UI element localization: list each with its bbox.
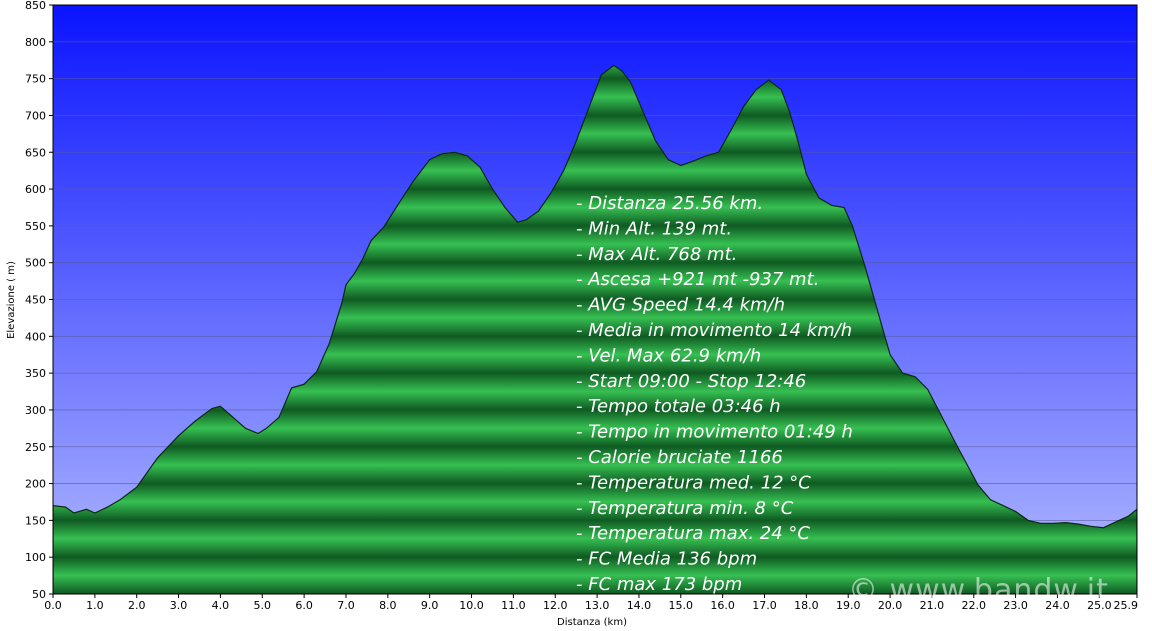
x-tick-label: 22.0 xyxy=(962,599,987,612)
stat-line: - Media in movimento 14 km/h xyxy=(576,320,852,341)
x-tick-label: 17.0 xyxy=(752,599,777,612)
stat-line: - Distanza 25.56 km. xyxy=(576,193,763,214)
stat-line: - Start 09:00 - Stop 12:46 xyxy=(576,371,806,392)
y-tick-label: 50 xyxy=(32,588,46,601)
x-tick-label: 15.0 xyxy=(669,599,694,612)
x-tick-label: 14.0 xyxy=(627,599,652,612)
x-tick-label: 3.0 xyxy=(170,599,188,612)
x-tick-label: 5.0 xyxy=(254,599,272,612)
y-axis-ticks: 850 800 750 700 650 600 550 500 450 400 350 300 250 2… xyxy=(25,0,53,601)
x-tick-label: 20.0 xyxy=(878,599,903,612)
x-tick-label: 8.0 xyxy=(379,599,397,612)
y-tick-label: 150 xyxy=(25,514,46,527)
stat-line: - Calorie bruciate 1166 xyxy=(576,447,783,468)
x-tick-label: 24.0 xyxy=(1045,599,1070,612)
x-tick-label: 11.0 xyxy=(501,599,526,612)
y-tick-label: 200 xyxy=(25,478,46,491)
y-axis-title: Elevazione ( m) xyxy=(6,261,17,339)
x-axis-ticks: 0.0 1.0 2.0 3.0 4.0 5.0 6.0 7.0 8.0 9.0 10.0 11.0 12… xyxy=(44,594,1138,612)
y-tick-label: 850 xyxy=(25,0,46,12)
y-tick-label: 600 xyxy=(25,183,46,196)
stat-line: - Temperatura max. 24 °C xyxy=(576,523,810,544)
stat-line: - AVG Speed 14.4 km/h xyxy=(576,295,785,316)
y-tick-label: 400 xyxy=(25,330,46,343)
y-tick-label: 100 xyxy=(25,551,46,564)
stat-line: - Temperatura med. 12 °C xyxy=(576,472,811,493)
x-tick-label: 21.0 xyxy=(920,599,945,612)
stat-line: - Tempo totale 03:46 h xyxy=(576,396,781,417)
x-tick-label: 9.0 xyxy=(421,599,439,612)
x-tick-label: 16.0 xyxy=(710,599,735,612)
x-tick-label: 7.0 xyxy=(337,599,355,612)
elevation-area xyxy=(53,64,1137,594)
x-tick-label: 10.0 xyxy=(459,599,484,612)
y-tick-label: 700 xyxy=(25,109,46,122)
x-tick-label: 13.0 xyxy=(585,599,610,612)
stat-line: - Max Alt. 768 mt. xyxy=(576,244,737,265)
stat-line: - Min Alt. 139 mt. xyxy=(576,218,732,239)
y-tick-label: 550 xyxy=(25,220,46,233)
x-axis-title: Distanza (km) xyxy=(557,617,627,628)
stats-panel: - Distanza 25.56 km. - Min Alt. 139 mt. - … xyxy=(576,193,853,595)
x-tick-label: 19.0 xyxy=(836,599,861,612)
x-tick-label: 4.0 xyxy=(212,599,230,612)
x-tick-label: 18.0 xyxy=(794,599,819,612)
stat-line: - Vel. Max 62.9 km/h xyxy=(576,345,761,366)
x-tick-label: 6.0 xyxy=(295,599,313,612)
y-tick-label: 450 xyxy=(25,294,46,307)
y-tick-label: 500 xyxy=(25,257,46,270)
stat-line: - Tempo in movimento 01:49 h xyxy=(576,422,853,443)
x-tick-label: 12.0 xyxy=(543,599,568,612)
y-tick-label: 650 xyxy=(25,146,46,159)
y-tick-label: 250 xyxy=(25,441,46,454)
stat-line: - FC max 173 bpm xyxy=(576,574,742,595)
stat-line: - Ascesa +921 mt -937 mt. xyxy=(576,269,819,290)
stat-line: - FC Media 136 bpm xyxy=(576,549,757,570)
x-tick-label: 1.0 xyxy=(86,599,104,612)
watermark: © www.bandw.it xyxy=(848,573,1109,608)
x-tick-label: 2.0 xyxy=(128,599,146,612)
x-tick-label: 0.0 xyxy=(44,599,62,612)
y-tick-label: 350 xyxy=(25,367,46,380)
y-tick-label: 800 xyxy=(25,36,46,49)
y-tick-label: 300 xyxy=(25,404,46,417)
x-tick-label: 25.0 xyxy=(1087,599,1112,612)
x-tick-label: 25.9 xyxy=(1114,599,1139,612)
stat-line: - Temperatura min. 8 °C xyxy=(576,498,794,519)
x-tick-label: 23.0 xyxy=(1003,599,1028,612)
y-tick-label: 750 xyxy=(25,73,46,86)
